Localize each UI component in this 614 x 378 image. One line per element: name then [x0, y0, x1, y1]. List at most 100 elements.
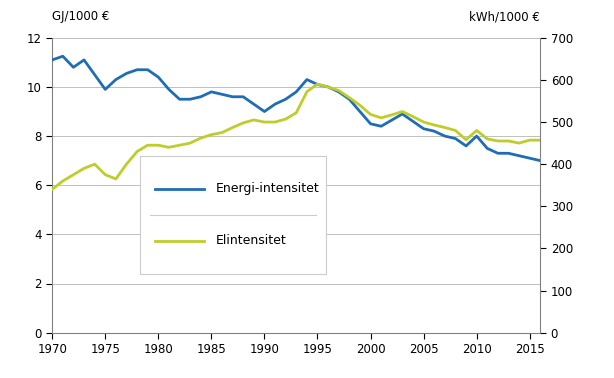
Energi-intensitet	[335, 90, 343, 94]
Energi-intensitet	[197, 94, 204, 99]
Energi-intensitet	[356, 109, 363, 114]
Elintensitet	[49, 187, 56, 192]
Elintensitet	[112, 177, 120, 181]
Elintensitet	[378, 116, 385, 120]
Elintensitet	[303, 90, 311, 94]
Line: Elintensitet: Elintensitet	[52, 84, 540, 189]
Elintensitet	[133, 149, 141, 154]
Elintensitet	[239, 121, 247, 125]
Energi-intensitet	[133, 68, 141, 72]
Energi-intensitet	[187, 97, 194, 102]
Energi-intensitet	[155, 75, 162, 79]
Energi-intensitet	[346, 97, 353, 102]
Energi-intensitet	[49, 58, 56, 62]
Energi-intensitet	[239, 94, 247, 99]
Energi-intensitet	[515, 153, 523, 158]
Elintensitet	[101, 172, 109, 177]
Energi-intensitet	[505, 151, 512, 156]
Elintensitet	[165, 145, 173, 150]
Elintensitet	[367, 112, 374, 117]
Elintensitet	[282, 117, 289, 121]
Bar	[140, 156, 325, 274]
Energi-intensitet	[367, 122, 374, 126]
Energi-intensitet	[70, 65, 77, 70]
Energi-intensitet	[420, 126, 427, 131]
Elintensitet	[388, 113, 395, 117]
Elintensitet	[91, 162, 98, 166]
Elintensitet	[420, 120, 427, 124]
Line: Energi-intensitet: Energi-intensitet	[52, 56, 540, 161]
Elintensitet	[356, 103, 363, 107]
Energi-intensitet	[452, 136, 459, 141]
Energi-intensitet	[314, 82, 321, 87]
Elintensitet	[197, 136, 204, 140]
Elintensitet	[324, 85, 332, 89]
Energi-intensitet	[123, 71, 130, 76]
Text: Elintensitet: Elintensitet	[216, 234, 287, 247]
Energi-intensitet	[462, 144, 470, 148]
Energi-intensitet	[398, 112, 406, 116]
Elintensitet	[335, 88, 343, 93]
Elintensitet	[80, 166, 88, 170]
Elintensitet	[187, 141, 194, 146]
Energi-intensitet	[526, 156, 534, 161]
Energi-intensitet	[410, 119, 417, 124]
Energi-intensitet	[430, 129, 438, 133]
Elintensitet	[494, 139, 502, 143]
Energi-intensitet	[271, 102, 279, 107]
Elintensitet	[410, 114, 417, 119]
Energi-intensitet	[473, 134, 480, 138]
Energi-intensitet	[208, 90, 215, 94]
Energi-intensitet	[59, 54, 66, 59]
Energi-intensitet	[165, 87, 173, 92]
Energi-intensitet	[112, 77, 120, 82]
Elintensitet	[250, 118, 257, 122]
Energi-intensitet	[144, 68, 152, 72]
Energi-intensitet	[324, 85, 332, 89]
Elintensitet	[123, 162, 130, 166]
Elintensitet	[515, 141, 523, 146]
Elintensitet	[452, 128, 459, 133]
Elintensitet	[271, 120, 279, 124]
Energi-intensitet	[537, 158, 544, 163]
Energi-intensitet	[80, 58, 88, 62]
Energi-intensitet	[261, 109, 268, 114]
Elintensitet	[219, 130, 226, 135]
Energi-intensitet	[219, 92, 226, 97]
Elintensitet	[59, 179, 66, 183]
Energi-intensitet	[494, 151, 502, 156]
Elintensitet	[208, 132, 215, 137]
Elintensitet	[314, 82, 321, 87]
Elintensitet	[176, 143, 183, 147]
Energi-intensitet	[388, 118, 395, 122]
Energi-intensitet	[484, 146, 491, 151]
Energi-intensitet	[250, 102, 257, 107]
Elintensitet	[70, 172, 77, 177]
Elintensitet	[398, 109, 406, 114]
Elintensitet	[229, 125, 236, 130]
Energi-intensitet	[101, 87, 109, 92]
Elintensitet	[292, 110, 300, 115]
Energi-intensitet	[176, 97, 183, 102]
Energi-intensitet	[91, 73, 98, 77]
Energi-intensitet	[303, 77, 311, 82]
Elintensitet	[430, 123, 438, 127]
Elintensitet	[155, 143, 162, 147]
Text: GJ/1000 €: GJ/1000 €	[52, 10, 109, 23]
Elintensitet	[484, 136, 491, 141]
Elintensitet	[462, 138, 470, 142]
Elintensitet	[473, 128, 480, 133]
Energi-intensitet	[282, 97, 289, 102]
Text: Energi-intensitet: Energi-intensitet	[216, 182, 319, 195]
Elintensitet	[505, 139, 512, 143]
Energi-intensitet	[441, 134, 448, 138]
Elintensitet	[261, 120, 268, 124]
Elintensitet	[144, 143, 152, 147]
Energi-intensitet	[292, 90, 300, 94]
Elintensitet	[441, 125, 448, 130]
Elintensitet	[526, 138, 534, 143]
Elintensitet	[346, 95, 353, 100]
Text: kWh/1000 €: kWh/1000 €	[470, 10, 540, 23]
Energi-intensitet	[378, 124, 385, 129]
Elintensitet	[537, 138, 544, 143]
